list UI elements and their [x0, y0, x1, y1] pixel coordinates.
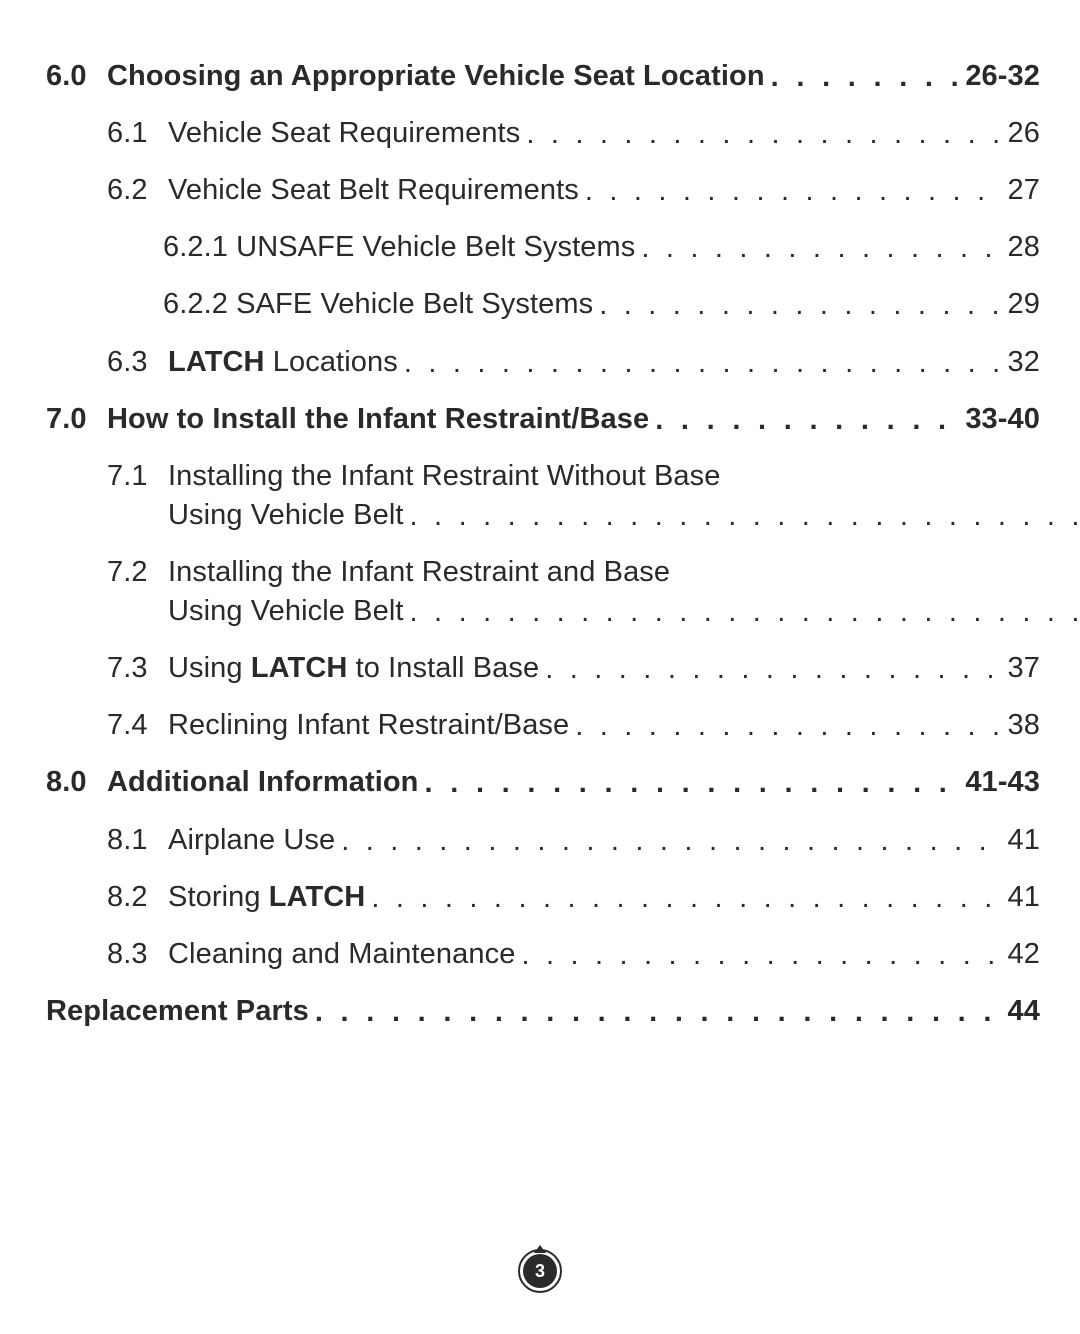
item-title-line2: Using Vehicle Belt — [168, 593, 404, 630]
toc-item-6-3: 6.3 LATCH Locations . . . . . . . . . . … — [46, 344, 1040, 381]
item-number: 7.1 — [107, 458, 168, 495]
toc-item-6-2-2: 6.2.2 SAFE Vehicle Belt Systems . . . . … — [46, 286, 1040, 323]
item-title: Reclining Infant Restraint/Base — [168, 707, 569, 744]
dot-leader: . . . . . . . . . . . . . . . . . . . . … — [335, 823, 1003, 860]
toc-item-6-2-1: 6.2.1 UNSAFE Vehicle Belt Systems . . . … — [46, 229, 1040, 266]
item-number: 7.3 — [107, 650, 168, 687]
dot-leader: . . . . . . . . . . . . . . . . . . . . … — [520, 116, 1003, 153]
toc-item-6-2: 6.2 Vehicle Seat Belt Requirements . . .… — [46, 172, 1040, 209]
item-title: Vehicle Seat Requirements — [168, 115, 520, 152]
section-title: Additional Information — [107, 764, 419, 801]
item-number: 7.4 — [107, 707, 168, 744]
dot-leader: . . . . . . . . . . . . . . . . . . . . … — [635, 230, 1003, 267]
item-number: 8.3 — [107, 936, 168, 973]
title-bold: LATCH — [269, 881, 366, 913]
toc-item-8-3: 8.3 Cleaning and Maintenance . . . . . .… — [46, 936, 1040, 973]
item-number: 8.2 — [107, 879, 168, 916]
item-title: Airplane Use — [168, 822, 335, 859]
section-number: 7.0 — [46, 401, 107, 438]
item-title: Vehicle Seat Belt Requirements — [168, 172, 579, 209]
dot-leader: . . . . . . . . . . . . . . . . . . . . … — [569, 708, 1003, 745]
item-page: 42 — [1004, 936, 1040, 973]
page-number-badge: 3 — [518, 1249, 562, 1293]
section-number: 6.0 — [46, 58, 107, 95]
title-post: to Install Base — [347, 652, 539, 684]
toc-item-7-4: 7.4 Reclining Infant Restraint/Base . . … — [46, 707, 1040, 744]
toc-section-6: 6.0 Choosing an Appropriate Vehicle Seat… — [46, 58, 1040, 95]
toc-section-8: 8.0 Additional Information . . . . . . .… — [46, 764, 1040, 801]
item-page: 26 — [1004, 115, 1040, 152]
toc-item-6-1: 6.1 Vehicle Seat Requirements . . . . . … — [46, 115, 1040, 152]
dot-leader: . . . . . . . . . . . . . . . . . . . . … — [404, 498, 1080, 535]
section-page: 26-32 — [961, 58, 1040, 95]
dot-leader: . . . . . . . . . . . . . . . . . . . . … — [515, 937, 1003, 974]
item-number: 8.1 — [107, 822, 168, 859]
item-number: 6.2 — [107, 172, 168, 209]
section-page: 33-40 — [961, 401, 1040, 438]
dot-leader: . . . . . . . . . . . . . . . . . . . . … — [765, 59, 962, 96]
dot-leader: . . . . . . . . . . . . . . . . . . . . … — [579, 173, 1004, 210]
item-page: 27 — [1004, 172, 1040, 209]
item-title: 6.2.2 SAFE Vehicle Belt Systems — [163, 286, 593, 323]
item-title-line1: Installing the Infant Restraint and Base — [168, 554, 1080, 593]
dot-leader: . . . . . . . . . . . . . . . . . . . . … — [398, 345, 1004, 382]
item-title: Storing LATCH — [168, 879, 365, 916]
item-page: 28 — [1004, 229, 1040, 266]
dot-leader: . . . . . . . . . . . . . . . . . . . . … — [365, 880, 1003, 917]
section-number: 8.0 — [46, 764, 107, 801]
section-title: Replacement Parts — [46, 993, 309, 1030]
toc-page: 6.0 Choosing an Appropriate Vehicle Seat… — [0, 0, 1080, 1334]
dot-leader: . . . . . . . . . . . . . . . . . . . . … — [539, 651, 1003, 688]
item-page: 38 — [1004, 707, 1040, 744]
page-footer: 3 — [0, 1249, 1080, 1298]
title-pre: Storing — [168, 881, 269, 913]
item-page: 37 — [1004, 650, 1040, 687]
item-title: 6.2.1 UNSAFE Vehicle Belt Systems — [163, 229, 635, 266]
title-pre: Using — [168, 652, 251, 684]
item-title-line1: Installing the Infant Restraint Without … — [168, 458, 1080, 497]
item-title-line2: Using Vehicle Belt — [168, 497, 404, 534]
item-title: Cleaning and Maintenance — [168, 936, 515, 973]
item-page: 41 — [1004, 879, 1040, 916]
item-title: LATCH Locations — [168, 344, 398, 381]
item-page: 29 — [1004, 286, 1040, 323]
section-title: How to Install the Infant Restraint/Base — [107, 401, 649, 438]
dot-leader: . . . . . . . . . . . . . . . . . . . . … — [404, 594, 1080, 631]
section-title: Choosing an Appropriate Vehicle Seat Loc… — [107, 58, 765, 95]
item-page: 32 — [1004, 344, 1040, 381]
item-number: 6.1 — [107, 115, 168, 152]
toc-item-7-1: 7.1 Installing the Infant Restraint With… — [46, 458, 1040, 534]
item-page: 41 — [1004, 822, 1040, 859]
item-title-multiline: Installing the Infant Restraint and Base… — [168, 554, 1080, 630]
section-page: 44 — [1004, 993, 1040, 1030]
toc-item-8-2: 8.2 Storing LATCH . . . . . . . . . . . … — [46, 879, 1040, 916]
toc-item-7-3: 7.3 Using LATCH to Install Base . . . . … — [46, 650, 1040, 687]
dot-leader: . . . . . . . . . . . . . . . . . . . . … — [593, 287, 1003, 324]
toc-item-8-1: 8.1 Airplane Use . . . . . . . . . . . .… — [46, 822, 1040, 859]
item-title-multiline: Installing the Infant Restraint Without … — [168, 458, 1080, 534]
toc-section-7: 7.0 How to Install the Infant Restraint/… — [46, 401, 1040, 438]
item-title: Using LATCH to Install Base — [168, 650, 539, 687]
dot-leader: . . . . . . . . . . . . . . . . . . . . … — [309, 994, 1004, 1031]
title-post: Locations — [265, 346, 398, 378]
toc-replacement-parts: Replacement Parts . . . . . . . . . . . … — [46, 993, 1040, 1030]
title-bold: LATCH — [251, 652, 348, 684]
dot-leader: . . . . . . . . . . . . . . . . . . . . … — [419, 765, 962, 802]
toc-item-7-2: 7.2 Installing the Infant Restraint and … — [46, 554, 1040, 630]
item-number: 6.3 — [107, 344, 168, 381]
item-number: 7.2 — [107, 554, 168, 591]
badge-page-number: 3 — [523, 1254, 557, 1288]
title-bold: LATCH — [168, 346, 265, 378]
dot-leader: . . . . . . . . . . . . . . . . . . . . … — [649, 402, 961, 439]
section-page: 41-43 — [961, 764, 1040, 801]
